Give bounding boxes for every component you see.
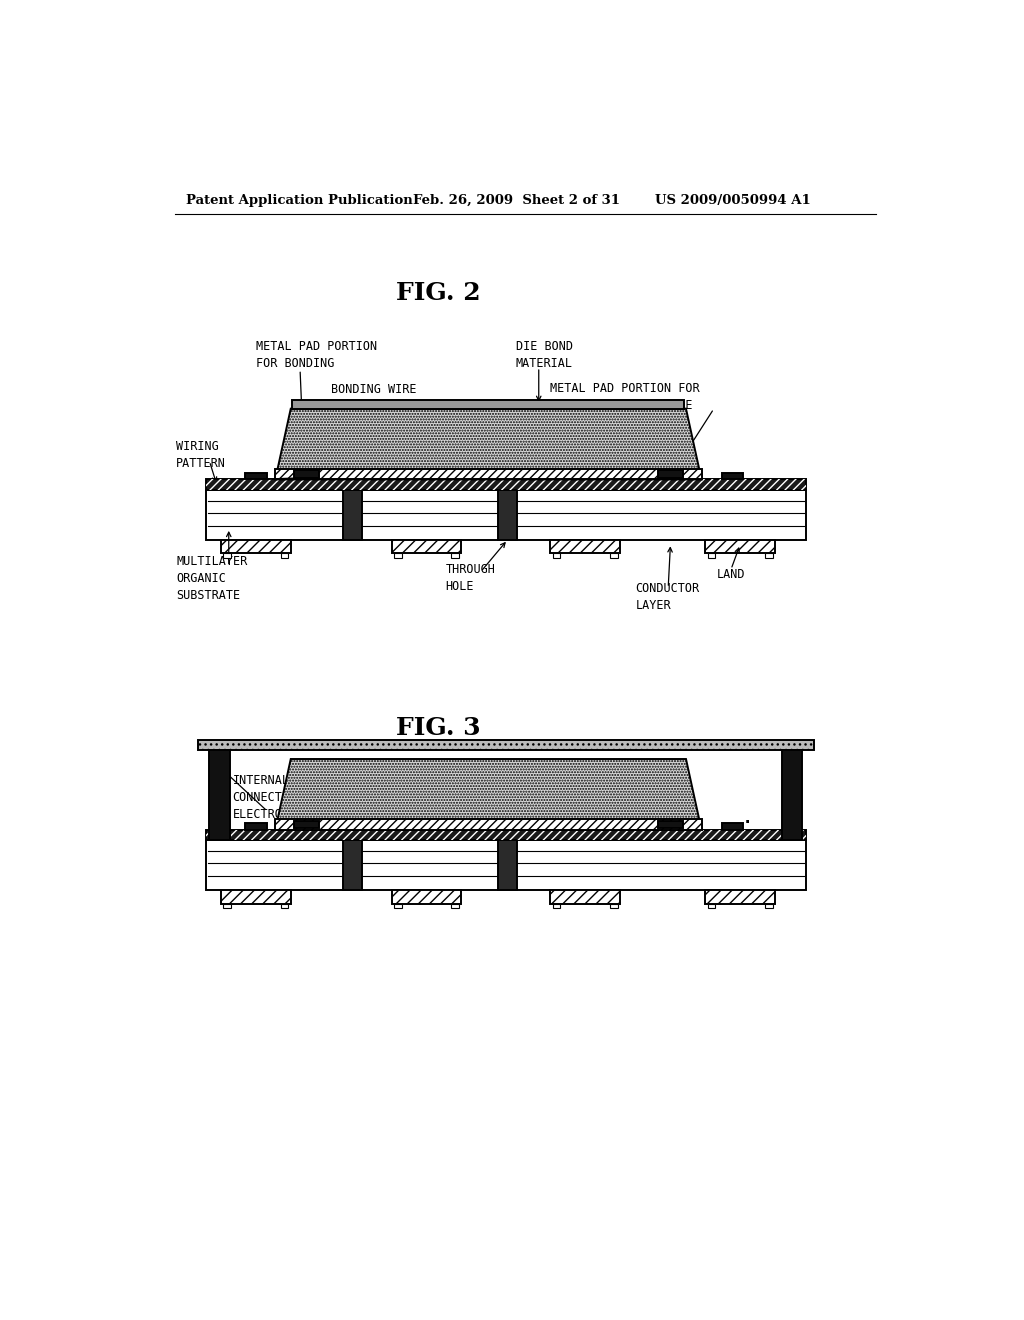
Text: DIE BOND
MATERIAL: DIE BOND MATERIAL bbox=[515, 339, 572, 370]
Bar bbox=[706, 540, 775, 553]
Bar bbox=[391, 890, 461, 904]
Bar bbox=[394, 553, 401, 558]
Bar bbox=[765, 553, 773, 558]
Bar bbox=[499, 840, 517, 890]
Text: FIG. 3: FIG. 3 bbox=[395, 717, 480, 741]
Bar bbox=[706, 890, 775, 904]
Bar bbox=[209, 750, 229, 840]
Polygon shape bbox=[275, 409, 701, 479]
Bar bbox=[391, 890, 461, 904]
Text: MULTILAYER
ORGANIC
SUBSTRATE: MULTILAYER ORGANIC SUBSTRATE bbox=[176, 554, 248, 602]
Text: .: . bbox=[423, 807, 436, 826]
Bar bbox=[343, 490, 362, 540]
Text: SUPPORT
PORTION: SUPPORT PORTION bbox=[461, 783, 511, 813]
Bar bbox=[499, 490, 517, 540]
Text: METAL PAD PORTION
FOR BONDING: METAL PAD PORTION FOR BONDING bbox=[256, 339, 377, 370]
Bar bbox=[391, 540, 461, 553]
Bar bbox=[281, 904, 289, 908]
Bar bbox=[391, 540, 461, 553]
Bar bbox=[206, 830, 806, 840]
Bar bbox=[221, 890, 291, 904]
Bar bbox=[765, 904, 773, 908]
Text: LAND: LAND bbox=[717, 568, 745, 581]
Text: CONDUCTOR
LAYER: CONDUCTOR LAYER bbox=[636, 582, 699, 612]
Bar bbox=[206, 830, 806, 840]
Bar bbox=[294, 821, 318, 829]
Bar bbox=[223, 904, 231, 908]
Text: Feb. 26, 2009  Sheet 2 of 31: Feb. 26, 2009 Sheet 2 of 31 bbox=[414, 194, 621, 207]
Bar bbox=[206, 490, 806, 540]
Bar bbox=[206, 479, 806, 490]
Bar bbox=[550, 890, 621, 904]
Text: INTERNAL
CONNECTION
ELECTRODE: INTERNAL CONNECTION ELECTRODE bbox=[232, 774, 304, 821]
Bar bbox=[708, 904, 716, 908]
Bar bbox=[553, 553, 560, 558]
Bar bbox=[394, 904, 401, 908]
Bar bbox=[198, 739, 814, 750]
Bar bbox=[658, 470, 683, 478]
Polygon shape bbox=[275, 759, 701, 830]
Text: THROUGH
HOLE: THROUGH HOLE bbox=[445, 564, 496, 593]
Bar bbox=[708, 553, 716, 558]
Text: FIG. 2: FIG. 2 bbox=[395, 281, 480, 305]
Text: Patent Application Publication: Patent Application Publication bbox=[186, 194, 413, 207]
Bar bbox=[221, 890, 291, 904]
Bar bbox=[722, 822, 743, 830]
Bar bbox=[452, 904, 459, 908]
Polygon shape bbox=[275, 818, 701, 830]
Bar bbox=[706, 890, 775, 904]
Bar bbox=[550, 890, 621, 904]
Bar bbox=[610, 553, 617, 558]
Polygon shape bbox=[275, 469, 701, 479]
Text: BONDING WIRE: BONDING WIRE bbox=[331, 383, 417, 396]
Text: .: . bbox=[740, 807, 754, 826]
Bar bbox=[198, 739, 814, 750]
Bar bbox=[550, 540, 621, 553]
Bar bbox=[550, 540, 621, 553]
Bar bbox=[245, 473, 266, 479]
Bar bbox=[452, 553, 459, 558]
Bar bbox=[281, 553, 289, 558]
Bar bbox=[658, 821, 683, 829]
Bar bbox=[610, 904, 617, 908]
Bar bbox=[706, 540, 775, 553]
Bar bbox=[206, 479, 806, 490]
Bar bbox=[221, 540, 291, 553]
Text: WIRING
PATTERN: WIRING PATTERN bbox=[176, 440, 226, 470]
Bar bbox=[223, 553, 231, 558]
Text: METAL PAD PORTION FOR
CONNECTION ELECTRODE: METAL PAD PORTION FOR CONNECTION ELECTRO… bbox=[550, 381, 700, 412]
Text: US 2009/0050994 A1: US 2009/0050994 A1 bbox=[655, 194, 811, 207]
Bar bbox=[782, 750, 802, 840]
Bar bbox=[553, 904, 560, 908]
Text: LSI CHIP: LSI CHIP bbox=[359, 412, 416, 425]
Bar bbox=[245, 822, 266, 830]
Bar bbox=[206, 840, 806, 890]
Bar bbox=[294, 470, 318, 478]
Bar bbox=[343, 840, 362, 890]
Bar bbox=[722, 473, 743, 479]
Bar bbox=[221, 540, 291, 553]
Bar bbox=[292, 400, 684, 409]
